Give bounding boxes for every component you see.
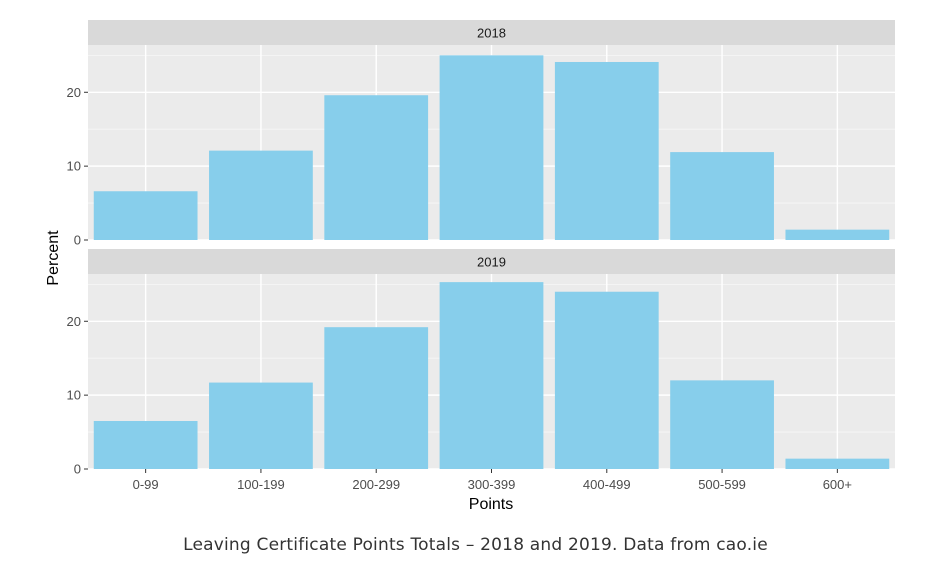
y-tick-label: 20 bbox=[67, 314, 81, 329]
y-tick-label: 0 bbox=[74, 233, 81, 248]
bar-2019-300-399 bbox=[439, 282, 544, 469]
bar-2019-100-199 bbox=[209, 382, 313, 469]
figure-caption: Leaving Certificate Points Totals – 2018… bbox=[183, 535, 768, 555]
bar-2018-400-499 bbox=[554, 61, 659, 241]
facet-strip-label: 2018 bbox=[477, 26, 506, 41]
facet-strip-label: 2019 bbox=[477, 255, 506, 270]
y-tick-label: 0 bbox=[74, 462, 81, 477]
x-tick-label: 200-299 bbox=[352, 477, 400, 492]
bar-2019-500-599 bbox=[670, 380, 774, 469]
x-axis-label: Points bbox=[469, 496, 513, 513]
x-tick-label: 600+ bbox=[823, 477, 852, 492]
y-tick-label: 10 bbox=[67, 388, 81, 403]
y-tick-label: 10 bbox=[67, 159, 81, 174]
y-axis-label: Percent bbox=[45, 230, 62, 286]
bar-2018-200-299 bbox=[324, 95, 429, 241]
facet-strip bbox=[88, 249, 895, 274]
bar-2018-300-399 bbox=[439, 55, 544, 240]
bar-2018-500-599 bbox=[670, 152, 774, 240]
x-tick-label: 100-199 bbox=[237, 477, 285, 492]
y-tick-label: 20 bbox=[67, 85, 81, 100]
bar-2019-600+ bbox=[785, 458, 890, 469]
panel-2018: 2018 0 10 20 bbox=[67, 20, 895, 248]
x-axis: 0-99 100-199 200-299 300-399 400-499 500-599 6… bbox=[133, 469, 852, 492]
chart-panels: 2018 0 10 20 2019 0 10 20 bbox=[67, 20, 895, 477]
bar-2019-0-99 bbox=[93, 420, 198, 469]
facet-strip bbox=[88, 20, 895, 45]
panel-2019: 2019 0 10 20 bbox=[67, 249, 895, 477]
bar-2019-400-499 bbox=[554, 291, 659, 469]
bar-2018-600+ bbox=[785, 229, 890, 240]
x-tick-label: 300-399 bbox=[468, 477, 516, 492]
bar-2018-100-199 bbox=[209, 150, 313, 240]
x-tick-label: 500-599 bbox=[698, 477, 746, 492]
bar-2019-200-299 bbox=[324, 327, 429, 469]
x-tick-label: 400-499 bbox=[583, 477, 631, 492]
bar-2018-0-99 bbox=[93, 191, 198, 240]
x-tick-label: 0-99 bbox=[133, 477, 159, 492]
